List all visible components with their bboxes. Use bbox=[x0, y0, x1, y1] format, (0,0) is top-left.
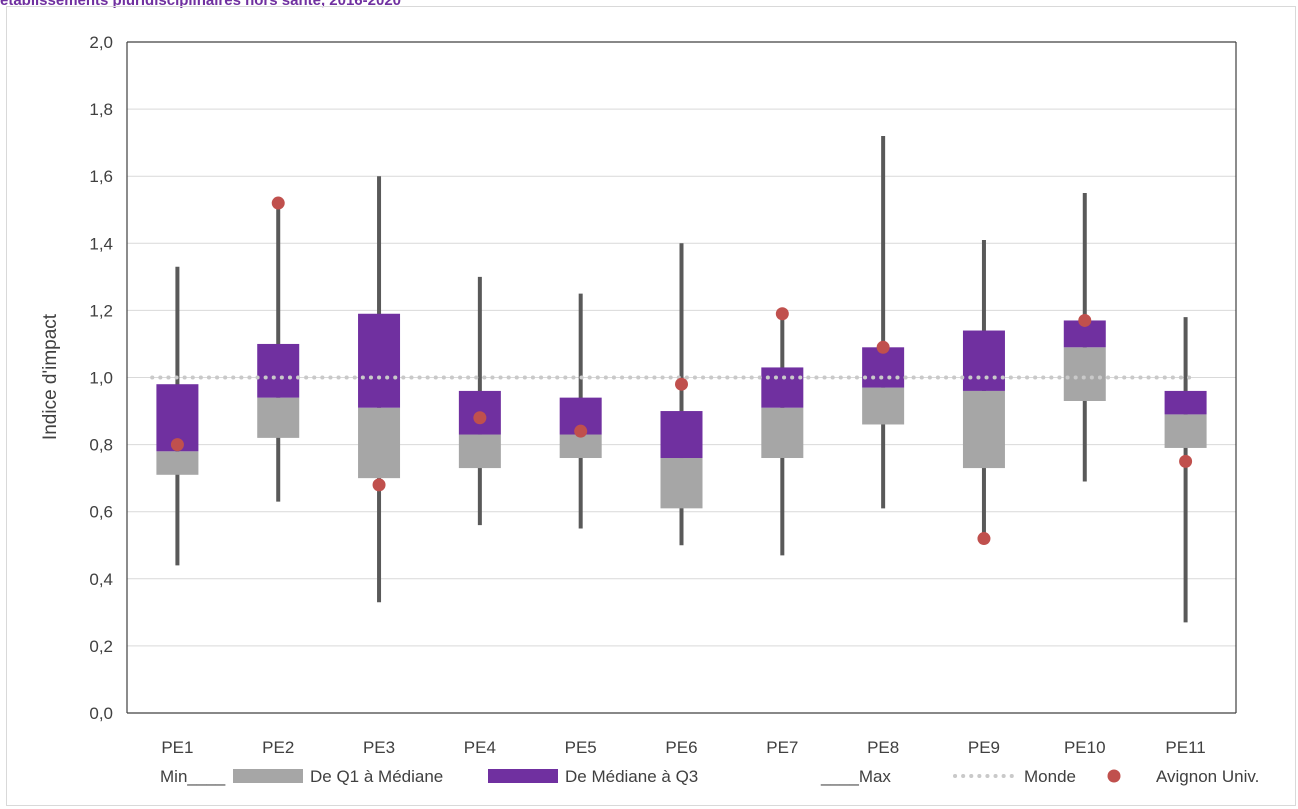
box-q1-median-pe6 bbox=[660, 458, 703, 509]
legend-median-q3: De Médiane à Q3 bbox=[565, 767, 698, 786]
legend-swatch-median-q3 bbox=[488, 769, 558, 783]
point-pe5 bbox=[574, 424, 588, 438]
x-tick-label: PE11 bbox=[1165, 738, 1205, 757]
point-pe1 bbox=[170, 438, 184, 452]
point-pe9 bbox=[977, 532, 991, 546]
x-tick-label: PE3 bbox=[363, 738, 395, 757]
point-pe11 bbox=[1179, 454, 1193, 468]
box-median-q3-pe11 bbox=[1164, 390, 1207, 415]
y-tick-label: 0,6 bbox=[89, 503, 113, 522]
box-q1-median-pe2 bbox=[257, 397, 300, 438]
box-q1-median-pe11 bbox=[1164, 414, 1207, 448]
y-tick-label: 1,8 bbox=[89, 100, 113, 119]
y-axis-label: Indice d'impact bbox=[40, 313, 61, 440]
x-tick-label: PE7 bbox=[766, 738, 798, 757]
y-tick-label: 1,6 bbox=[89, 167, 113, 186]
chart-frame bbox=[6, 6, 1296, 806]
point-pe10 bbox=[1078, 313, 1092, 327]
legend-swatch-highlight bbox=[1107, 769, 1121, 783]
point-pe3 bbox=[372, 478, 386, 492]
point-pe6 bbox=[675, 377, 688, 391]
x-tick-label: PE5 bbox=[565, 738, 597, 757]
x-tick-label: PE1 bbox=[161, 738, 193, 757]
y-tick-label: 0,2 bbox=[89, 637, 113, 656]
x-tick-label: PE2 bbox=[262, 738, 294, 757]
box-q1-median-pe10 bbox=[1063, 347, 1106, 401]
box-q1-median-pe4 bbox=[458, 434, 501, 469]
legend-swatch-q1-median bbox=[233, 769, 303, 783]
legend-max: ____Max bbox=[820, 767, 891, 786]
box-median-q3-pe8 bbox=[862, 347, 905, 388]
y-tick-label: 0,4 bbox=[89, 570, 113, 589]
x-tick-label: PE10 bbox=[1064, 738, 1106, 757]
legend: Min____ De Q1 à Médiane De Médiane à Q3 ___… bbox=[160, 767, 1259, 786]
box-median-q3-pe9 bbox=[962, 330, 1005, 391]
y-tick-label: 1,4 bbox=[89, 234, 113, 253]
point-pe8 bbox=[876, 340, 890, 354]
y-tick-label: 0,8 bbox=[89, 436, 113, 455]
box-q1-median-pe7 bbox=[761, 407, 804, 459]
box-series bbox=[150, 135, 1207, 623]
box-median-q3-pe3 bbox=[358, 313, 401, 408]
legend-highlight: Avignon Univ. bbox=[1156, 767, 1259, 786]
x-tick-label: PE9 bbox=[968, 738, 1000, 757]
point-pe4 bbox=[473, 411, 487, 425]
legend-min: Min____ bbox=[160, 767, 226, 786]
y-tick-label: 1,0 bbox=[89, 369, 113, 388]
x-tick-label: PE8 bbox=[867, 738, 899, 757]
y-tick-label: 2,0 bbox=[89, 33, 113, 52]
point-pe2 bbox=[271, 196, 285, 210]
point-pe7 bbox=[775, 307, 789, 321]
box-median-q3-pe6 bbox=[660, 411, 703, 459]
x-tick-label: PE4 bbox=[464, 738, 496, 757]
legend-world: Monde bbox=[1024, 767, 1076, 786]
box-q1-median-pe9 bbox=[962, 390, 1005, 469]
y-tick-label: 1,2 bbox=[89, 301, 113, 320]
box-q1-median-pe5 bbox=[559, 434, 602, 459]
box-q1-median-pe8 bbox=[862, 387, 905, 425]
y-tick-labels: 0,0 0,2 0,4 0,6 0,8 1,0 1,2 1,4 1,6 1,8 2,0 bbox=[89, 33, 113, 723]
x-tick-label: PE6 bbox=[665, 738, 697, 757]
x-tick-labels: PE1 PE2 PE3 PE4 PE5 PE6 PE7 PE8 PE9 PE10 PE11 bbox=[161, 738, 1205, 757]
box-q1-median-pe3 bbox=[358, 407, 401, 479]
chart-title: établissements pluridisciplinaires hors … bbox=[0, 0, 402, 9]
y-tick-label: 0,0 bbox=[89, 704, 113, 723]
legend-q1-median: De Q1 à Médiane bbox=[310, 767, 443, 786]
box-q1-median-pe1 bbox=[156, 451, 199, 475]
box-median-q3-pe2 bbox=[257, 343, 300, 398]
box-median-q3-pe7 bbox=[761, 367, 804, 408]
